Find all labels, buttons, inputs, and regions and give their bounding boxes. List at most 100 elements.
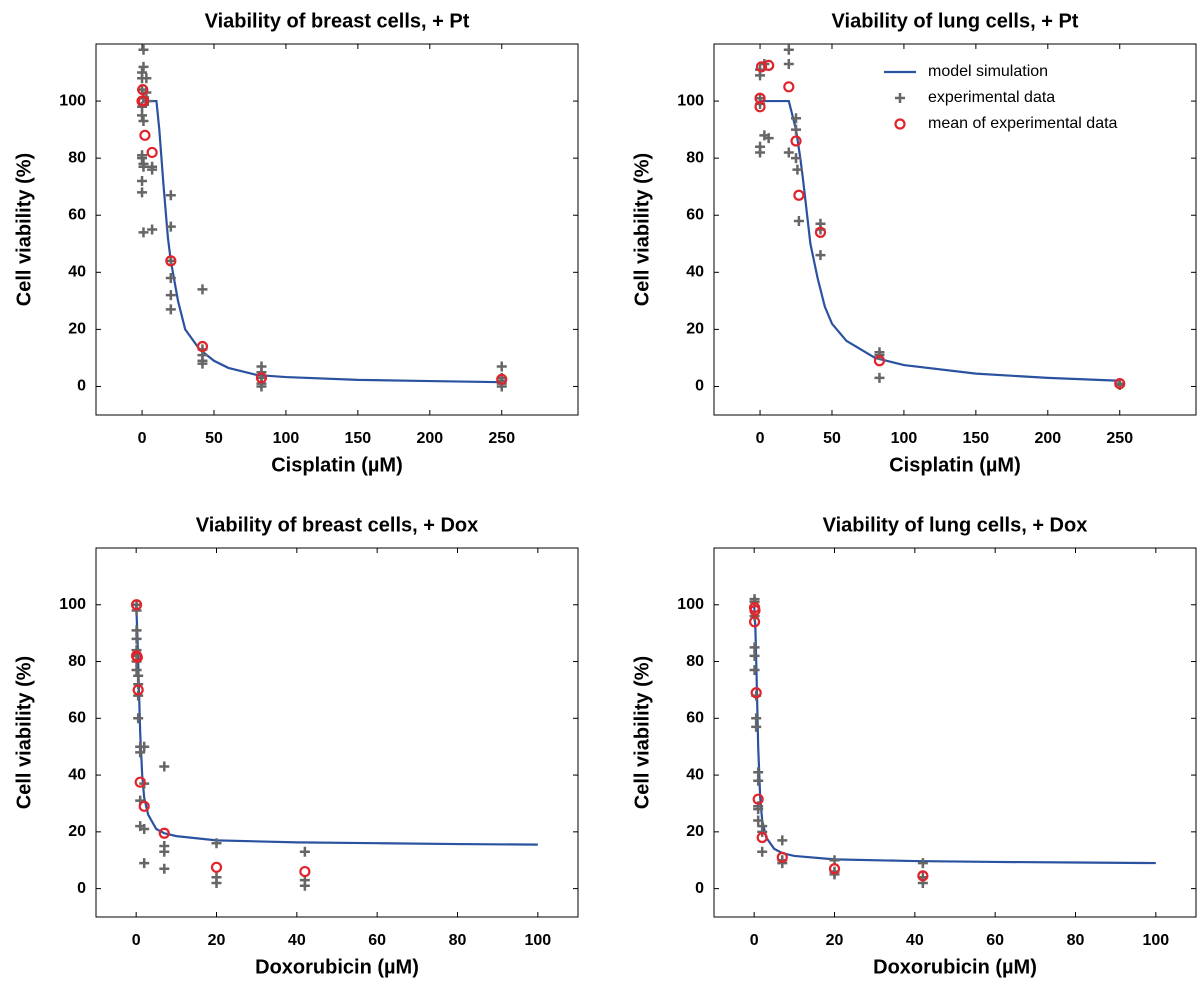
plus-marker: [131, 633, 142, 644]
y-tick-label: 20: [686, 823, 704, 840]
circle-marker: [763, 59, 775, 72]
x-tick-label: 200: [1034, 430, 1061, 447]
y-tick-label: 60: [68, 710, 86, 727]
circle-marker: [755, 61, 768, 73]
plot-frame: [95, 43, 579, 416]
circle-marker: [749, 604, 761, 617]
x-tick-label: 20: [826, 932, 844, 949]
subplot: Viability of lung cells, + Dox Doxorubici…: [631, 514, 1197, 978]
plus-marker: [159, 761, 170, 772]
plus-stroke: [753, 804, 764, 815]
y-tick-label: 100: [677, 596, 704, 613]
chart-title: Viability of breast cells, + Pt: [205, 10, 470, 32]
plus-marker: [133, 679, 144, 690]
legend-label: experimental data: [928, 89, 1055, 106]
plus-marker: [751, 713, 762, 724]
circle-marker: [158, 827, 170, 839]
subplot: Viability of lung cells, + Pt Cisplatin (…: [631, 10, 1197, 476]
x-tick-label: 60: [986, 932, 1004, 949]
legend-label: mean of experimental data: [928, 115, 1118, 132]
plus-stroke: [133, 713, 144, 724]
plus-marker: [763, 133, 774, 144]
plus-marker: [165, 304, 176, 315]
circle-marker: [496, 373, 508, 385]
x-tick-label: 100: [891, 430, 918, 447]
x-axis-label: Doxorubicin (µM): [255, 956, 419, 978]
y-tick-label: 40: [68, 766, 86, 783]
plus-stroke: [753, 815, 764, 826]
circle-marker: [137, 84, 149, 96]
model-curve: [753, 604, 1156, 865]
circle-marker: [139, 129, 151, 141]
plus-marker: [299, 880, 310, 891]
plus-marker: [165, 255, 176, 266]
circle-marker: [750, 687, 762, 699]
plus-marker: [299, 846, 310, 857]
y-tick-label: 20: [686, 321, 704, 338]
plus-marker: [749, 650, 760, 661]
circle-marker: [130, 599, 143, 611]
model-curve: [142, 99, 502, 384]
plus-stroke: [133, 690, 144, 701]
plus-stroke: [137, 110, 148, 121]
x-tick-label: 20: [208, 932, 226, 949]
plot-frame: [95, 547, 579, 918]
plus-marker: [138, 44, 149, 55]
y-tick-label: 100: [59, 596, 86, 613]
circle-marker: [783, 81, 795, 93]
plus-stroke: [165, 290, 176, 301]
plus-marker: [815, 250, 826, 261]
plus-marker: [777, 835, 788, 846]
plus-stroke: [159, 761, 170, 772]
x-tick-label: 100: [524, 932, 551, 949]
x-tick-label: 40: [906, 932, 924, 949]
circle-marker: [196, 340, 209, 353]
plus-marker: [138, 227, 149, 238]
plus-stroke: [783, 58, 794, 69]
y-tick-label: 0: [77, 880, 86, 897]
plus-stroke: [299, 880, 310, 891]
circle-marker: [134, 776, 146, 788]
plus-stroke: [917, 858, 928, 869]
plus-stroke: [753, 775, 764, 786]
plus-marker: [777, 858, 788, 869]
x-tick-label: 100: [273, 430, 300, 447]
x-tick-label: 200: [416, 430, 443, 447]
plus-stroke: [131, 605, 142, 616]
plus-marker: [138, 61, 149, 72]
plus-marker: [137, 187, 148, 198]
circle-marker: [146, 146, 158, 159]
plus-stroke: [783, 44, 794, 55]
plus-stroke: [165, 255, 176, 266]
y-tick-label: 40: [68, 264, 86, 281]
plus-marker: [165, 221, 176, 232]
x-tick-label: 0: [756, 430, 765, 447]
plus-marker: [131, 625, 142, 636]
plus-stroke: [791, 153, 802, 164]
y-axis-label: Cell viability (%): [631, 153, 653, 306]
x-axis-label: Cisplatin (µM): [889, 454, 1021, 476]
circle-marker: [814, 226, 827, 238]
y-tick-label: 40: [686, 766, 704, 783]
x-tick-label: 50: [205, 430, 223, 447]
x-tick-label: 80: [1067, 932, 1085, 949]
plus-stroke: [131, 633, 142, 644]
plus-stroke: [757, 846, 768, 857]
plus-stroke: [165, 304, 176, 315]
y-tick-label: 60: [686, 710, 704, 727]
plus-stroke: [138, 116, 149, 127]
plus-marker: [793, 215, 804, 226]
plus-marker: [138, 116, 149, 127]
x-tick-label: 150: [345, 430, 372, 447]
plus-stroke: [138, 61, 149, 72]
chart-title: Viability of breast cells, + Dox: [196, 514, 479, 536]
circle-marker: [137, 95, 150, 107]
plus-stroke: [753, 767, 764, 778]
circle-marker: [917, 870, 929, 882]
y-axis-label: Cell viability (%): [13, 153, 35, 306]
plus-stroke: [815, 250, 826, 261]
plus-stroke: [211, 838, 222, 849]
plus-marker: [783, 44, 794, 55]
plus-stroke: [874, 372, 885, 383]
plus-stroke: [147, 224, 158, 235]
